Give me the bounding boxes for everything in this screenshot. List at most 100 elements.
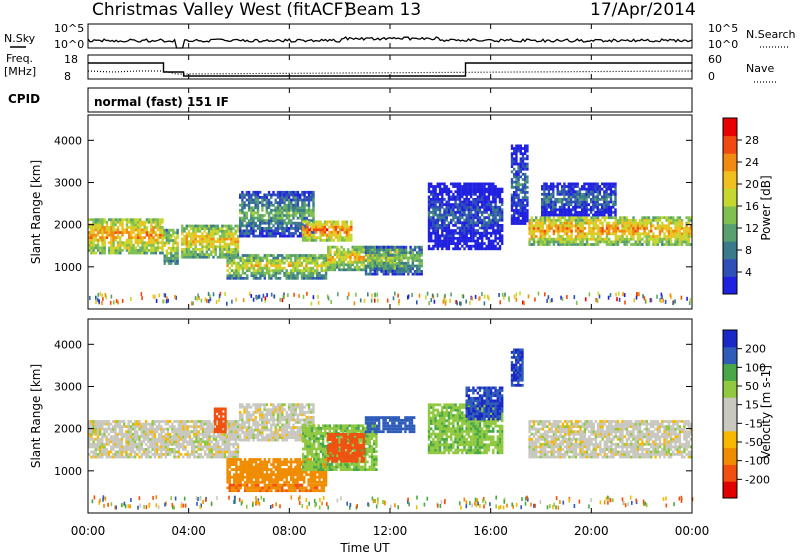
data-cell (568, 240, 571, 244)
data-cell (239, 266, 242, 270)
data-cell (601, 195, 604, 199)
data-cell (654, 235, 657, 238)
data-cell (225, 232, 228, 236)
data-cell (309, 261, 312, 265)
data-cell (250, 229, 253, 233)
data-cell (674, 243, 677, 246)
data-cell (243, 203, 246, 207)
data-cell (409, 251, 412, 254)
data-cell (566, 219, 569, 222)
data-cell (312, 225, 316, 229)
data-cell (270, 208, 273, 212)
data-cell (588, 232, 591, 236)
ground-scatter-cell (416, 300, 418, 305)
data-cell (382, 272, 385, 276)
data-cell (364, 251, 368, 254)
data-cell (156, 238, 160, 242)
data-cell (539, 224, 542, 228)
ground-scatter-cell (547, 295, 550, 300)
data-cell (303, 214, 306, 217)
data-cell (237, 266, 240, 270)
data-cell (136, 420, 139, 423)
data-cell (185, 253, 188, 256)
data-cell (94, 430, 97, 434)
data-cell (535, 221, 538, 225)
data-cell (315, 228, 318, 232)
data-cell (450, 211, 453, 214)
data-cell (336, 220, 340, 224)
data-cell (458, 198, 462, 201)
data-cell (170, 239, 173, 242)
data-cell (510, 204, 514, 207)
data-cell (299, 221, 302, 225)
data-cell (513, 162, 516, 166)
data-cell (652, 240, 655, 244)
data-cell (565, 211, 568, 214)
data-cell (322, 256, 326, 260)
ground-scatter-cell (174, 295, 176, 299)
data-cell (190, 255, 193, 259)
data-cell (294, 221, 297, 225)
data-cell (141, 251, 144, 255)
data-cell (212, 245, 215, 249)
data-cell (587, 203, 590, 206)
data-cell (272, 234, 275, 238)
data-cell (268, 274, 271, 278)
data-cell (139, 249, 142, 252)
data-cell (494, 224, 497, 227)
data-cell (650, 235, 653, 238)
data-cell (136, 422, 139, 426)
data-cell (557, 243, 560, 246)
data-cell (207, 229, 211, 233)
data-cell (689, 243, 693, 246)
data-cell (99, 251, 102, 255)
data-cell (108, 251, 111, 255)
data-cell (172, 239, 175, 242)
data-cell (138, 427, 141, 431)
data-cell (301, 236, 305, 240)
data-cell (307, 206, 311, 210)
ground-scatter-cell (636, 292, 639, 297)
data-cell (485, 211, 488, 214)
data-cell (207, 235, 211, 238)
data-cell (489, 221, 493, 225)
data-cell (524, 178, 527, 181)
data-cell (496, 237, 499, 240)
data-cell (119, 241, 122, 245)
data-cell (436, 205, 439, 209)
data-cell (287, 201, 291, 204)
data-cell (114, 450, 117, 454)
data-cell (461, 224, 464, 227)
data-cell (619, 216, 622, 220)
data-cell (356, 255, 359, 259)
data-cell (170, 257, 173, 260)
data-cell (641, 232, 644, 236)
data-cell (90, 238, 93, 242)
data-cell (237, 269, 240, 273)
data-cell (557, 237, 560, 241)
data-cell (312, 220, 316, 224)
data-cell (526, 157, 529, 161)
data-cell (210, 224, 213, 228)
ground-scatter-cell (99, 291, 102, 296)
data-cell (227, 245, 231, 249)
data-cell (541, 198, 544, 201)
data-cell (198, 229, 202, 233)
data-cell (541, 203, 544, 206)
data-cell (119, 249, 122, 252)
data-cell (569, 195, 573, 199)
data-cell (303, 269, 306, 273)
data-cell (322, 269, 326, 273)
data-cell (387, 264, 390, 268)
data-cell (265, 196, 268, 199)
data-cell (114, 249, 117, 252)
data-cell (205, 240, 208, 243)
data-cell (572, 237, 575, 241)
data-cell (530, 219, 533, 222)
data-cell (543, 240, 547, 244)
data-cell (589, 182, 593, 186)
data-cell (156, 220, 160, 224)
data-cell (610, 216, 613, 220)
data-cell (296, 256, 299, 260)
data-cell (88, 442, 91, 446)
